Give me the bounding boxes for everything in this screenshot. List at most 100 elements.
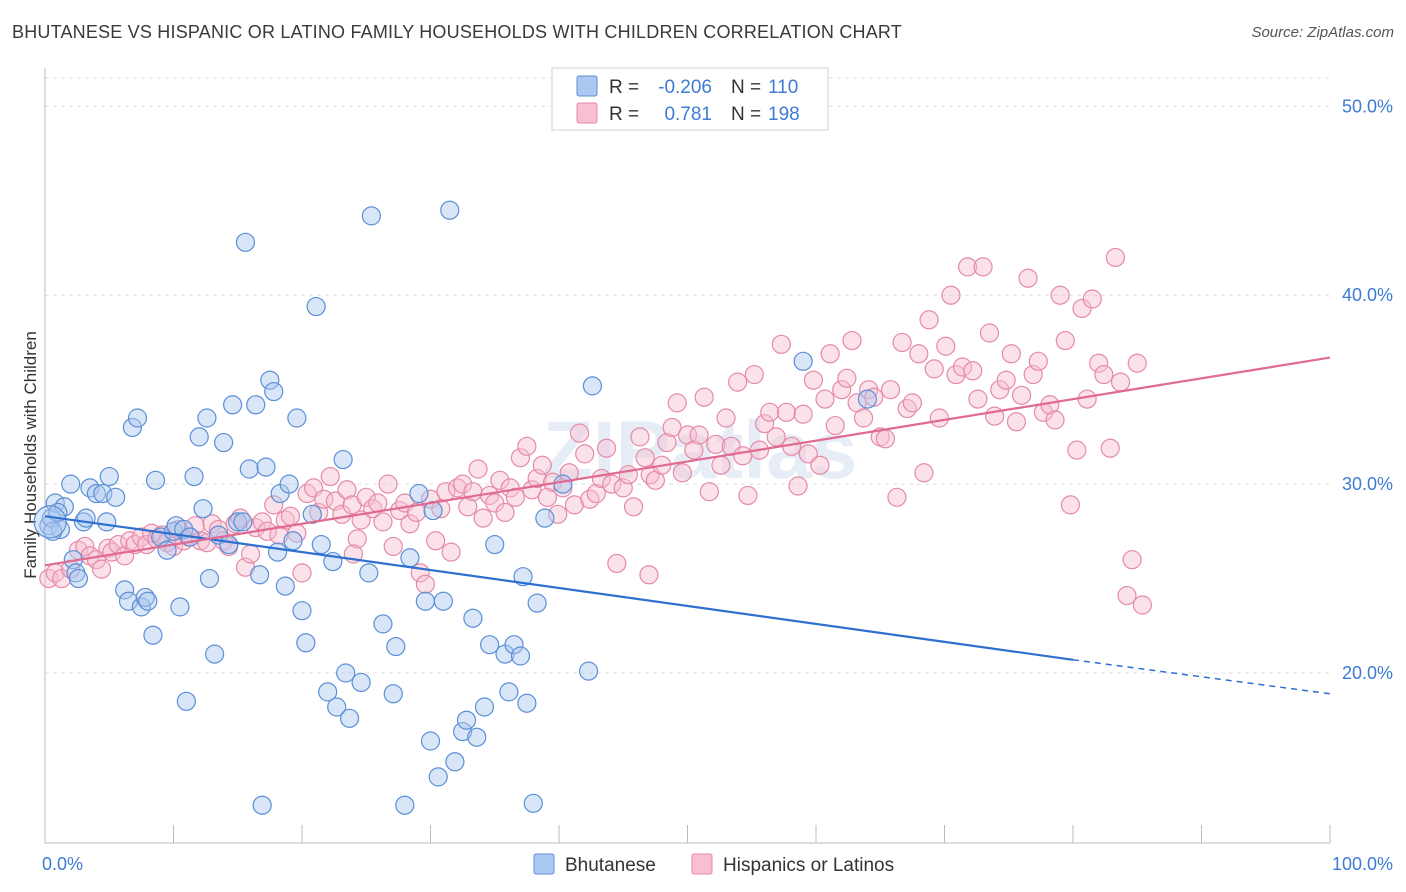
bottom-legend-hispanics: Hispanics or Latinos (723, 855, 894, 876)
bhutanese-point (333, 449, 353, 470)
hispanics-point (426, 531, 446, 551)
bhutanese-point (420, 731, 441, 751)
bhutanese-point (199, 568, 220, 589)
hispanics-point (1077, 389, 1097, 409)
bhutanese-point (456, 710, 477, 730)
bhutanese-point (517, 693, 537, 713)
bhutanese-point (485, 534, 505, 555)
y-tick-label: 40.0% (1342, 285, 1393, 305)
hispanics-point (706, 434, 726, 455)
hispanics-point (1060, 495, 1081, 515)
bottom-swatch-bhutanese (533, 853, 555, 875)
hispanics-point (490, 470, 510, 490)
grid-lines (45, 77, 1330, 674)
bhutanese-point (793, 351, 813, 371)
hispanics-point (559, 463, 579, 483)
hispanics-point (963, 361, 983, 381)
hispanics-point (788, 476, 808, 496)
y-tick-label: 30.0% (1342, 474, 1393, 494)
hispanics-point (880, 380, 901, 400)
hispanics-point (639, 565, 659, 585)
hispanics-point (569, 423, 590, 443)
hispanics-point (596, 438, 617, 458)
hispanics-point (662, 417, 682, 438)
hispanics-point (941, 285, 961, 305)
hispanics-point (368, 493, 388, 513)
hispanics-point (887, 487, 907, 507)
bhutanese-point (409, 483, 429, 504)
bhutanese-point (428, 767, 448, 787)
bhutanese-point (219, 534, 239, 555)
hispanics-point (958, 257, 978, 277)
bhutanese-point (474, 697, 495, 717)
hispanics-point (1067, 440, 1087, 460)
bhutanese-point (122, 417, 142, 438)
hispanics-point (684, 440, 704, 460)
bhutanese-point (264, 381, 284, 402)
series-hispanics-points (39, 247, 1152, 615)
hispanics-point (699, 482, 719, 502)
hispanics-point (914, 463, 934, 483)
hispanics-point (657, 432, 677, 453)
bhutanese-point (445, 752, 465, 772)
bhutanese-point (433, 591, 453, 611)
legend-r-value-1: -0.206 (658, 77, 712, 98)
hispanics-point (441, 542, 461, 562)
legend-n-label-2: N = (731, 104, 761, 125)
bhutanese-point (170, 597, 190, 617)
bhutanese-point (359, 563, 379, 583)
bottom-legend-bhutanese: Bhutanese (565, 855, 656, 876)
bhutanese-point (283, 531, 303, 551)
hispanics-point (952, 357, 973, 377)
bhutanese-point (578, 661, 599, 681)
legend-swatch-bhutanese (576, 75, 598, 97)
bhutanese-point (93, 483, 113, 504)
hispanics-point (771, 334, 791, 354)
bhutanese-point (249, 565, 270, 585)
hispanics-point (575, 444, 595, 464)
hispanics-point (1100, 438, 1120, 458)
hispanics-point (383, 536, 403, 557)
hispanics-point (1127, 353, 1147, 373)
hispanics-point (1094, 364, 1114, 385)
hispanics-point (810, 455, 830, 475)
bhutanese-point (857, 389, 878, 409)
bhutanese-point (480, 635, 500, 655)
hispanics-point (98, 538, 118, 558)
bhutanese-point (76, 508, 96, 528)
bhutanese-point (527, 593, 547, 613)
chart-title: BHUTANESE VS HISPANIC OR LATINO FAMILY H… (12, 22, 902, 42)
hispanics-point (815, 389, 835, 409)
hispanics-point (635, 448, 655, 468)
bhutanese-point (463, 608, 483, 628)
hispanics-point (853, 408, 874, 428)
bhutanese-point (86, 483, 107, 504)
hispanics-point (902, 393, 922, 413)
hispanics-point (337, 480, 357, 500)
hispanics-point (837, 368, 857, 388)
legend-n-value-2: 198 (768, 104, 800, 125)
bhutanese-point (223, 395, 243, 415)
bhutanese-point (351, 672, 371, 693)
bhutanese-point (279, 474, 299, 494)
hispanics-point (744, 364, 764, 385)
hispanics-point (1110, 372, 1131, 392)
bhutanese-point (504, 635, 524, 655)
bhutanese-point (306, 296, 326, 317)
hispanics-point (716, 408, 736, 428)
bhutanese-point (267, 542, 288, 562)
bhutanese-point (145, 470, 166, 490)
hispanics-point (400, 514, 420, 534)
legend-r-label-2: R = (609, 104, 639, 125)
trend-lines (44, 356, 1331, 695)
bhutanese-point (189, 427, 209, 447)
x-tick-label: 100.0% (1332, 854, 1393, 874)
hispanics-point (495, 502, 515, 523)
legend-swatch-hispanics (576, 102, 598, 124)
legend-n-label-1: N = (731, 77, 761, 98)
hispanics-point (1055, 330, 1075, 351)
hispanics-point (1122, 550, 1142, 570)
hispanics-point (185, 516, 205, 536)
hispanics-point (241, 544, 261, 564)
hispanics-point (990, 380, 1010, 400)
